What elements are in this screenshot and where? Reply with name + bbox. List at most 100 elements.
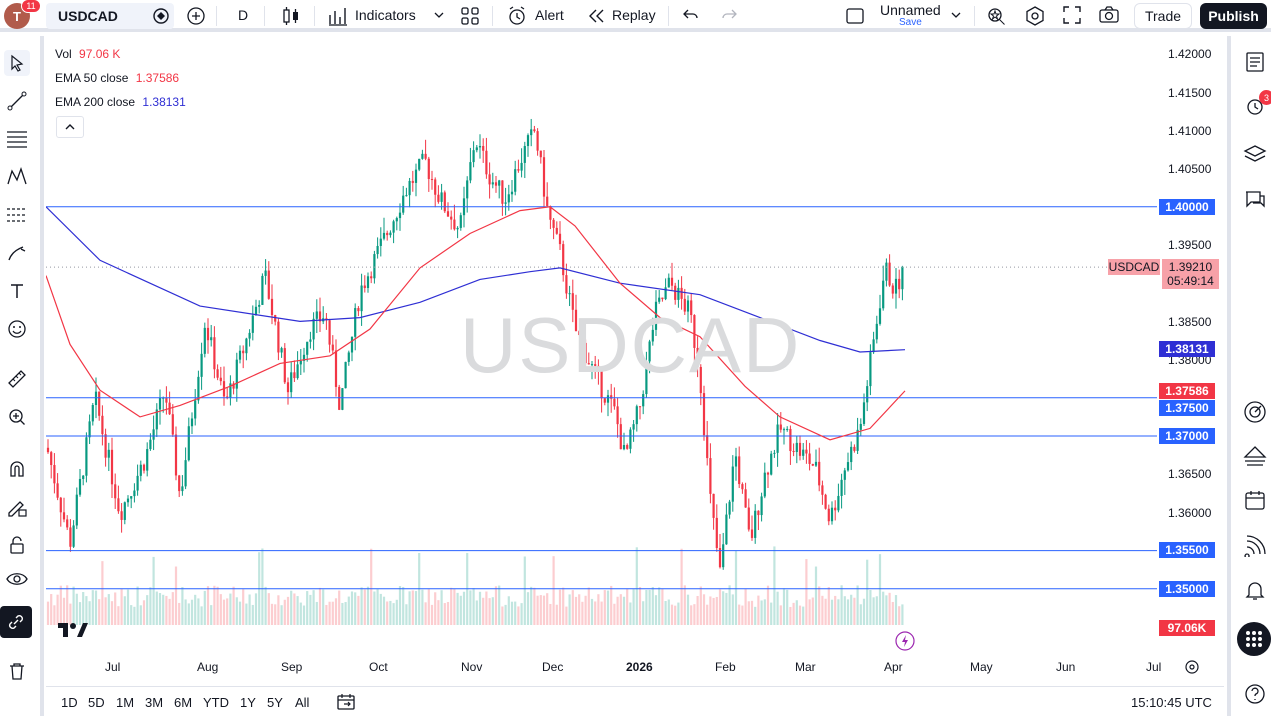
magnet-icon[interactable] bbox=[4, 456, 30, 482]
broadcast-icon[interactable] bbox=[1241, 532, 1269, 560]
brush-icon[interactable] bbox=[4, 240, 30, 266]
level-tag-1-37500[interactable]: 1.37500 bbox=[1159, 400, 1215, 416]
volume-bar bbox=[510, 601, 514, 625]
candles-chart-type-icon[interactable] bbox=[281, 5, 301, 30]
range-3m[interactable]: 3M bbox=[145, 695, 164, 710]
interval-button[interactable]: D bbox=[238, 7, 249, 23]
settings-hexagon-icon[interactable] bbox=[1024, 5, 1046, 30]
symbol-label: USDCAD bbox=[58, 8, 118, 24]
candle-body bbox=[616, 406, 619, 425]
apps-grid-button[interactable] bbox=[1237, 622, 1271, 656]
goto-date-icon[interactable] bbox=[336, 692, 356, 715]
layout-save-status[interactable]: Save bbox=[899, 17, 922, 28]
eye-icon[interactable] bbox=[4, 566, 30, 592]
candle-body bbox=[206, 327, 210, 341]
range-6m[interactable]: 6M bbox=[174, 695, 193, 710]
calendar-icon[interactable] bbox=[1241, 486, 1269, 514]
volume-bar bbox=[171, 592, 174, 625]
chat-icon[interactable] bbox=[1241, 186, 1269, 214]
layout-name[interactable]: Unnamed bbox=[880, 2, 941, 18]
lightning-event-icon[interactable] bbox=[894, 630, 916, 657]
ideas-icon[interactable] bbox=[1241, 442, 1269, 470]
link-icon[interactable] bbox=[0, 606, 32, 638]
bell-icon[interactable] bbox=[1241, 576, 1269, 604]
symbol-search-button[interactable]: USDCAD bbox=[46, 3, 174, 29]
candle-body bbox=[709, 458, 712, 494]
ema50-legend[interactable]: EMA 50 close 1.37586 bbox=[55, 71, 179, 85]
volume-bar bbox=[360, 587, 363, 625]
range-1y[interactable]: 1Y bbox=[240, 695, 256, 710]
volume-bar bbox=[619, 594, 622, 625]
volume-bar bbox=[139, 605, 142, 625]
range-5y[interactable]: 5Y bbox=[267, 695, 283, 710]
layers-icon[interactable] bbox=[1241, 140, 1269, 168]
indicators-icon[interactable] bbox=[327, 5, 349, 30]
volume-bar bbox=[555, 604, 558, 625]
chevron-down-icon[interactable] bbox=[433, 8, 445, 24]
trade-button[interactable]: Trade bbox=[1134, 3, 1192, 29]
trash-icon[interactable] bbox=[4, 658, 30, 684]
legend-collapse-button[interactable] bbox=[56, 116, 84, 138]
time-axis-settings-icon[interactable] bbox=[1184, 659, 1200, 680]
tradingview-logo[interactable] bbox=[56, 620, 90, 645]
emoji-icon[interactable] bbox=[4, 316, 30, 342]
volume-bar bbox=[549, 603, 552, 625]
cursor-icon[interactable] bbox=[4, 50, 30, 76]
level-tag-1-37000[interactable]: 1.37000 bbox=[1159, 428, 1215, 444]
layout-menu-chevron-icon[interactable] bbox=[950, 8, 962, 24]
zoom-in-icon[interactable] bbox=[4, 404, 30, 430]
indicators-button[interactable]: Indicators bbox=[355, 7, 416, 23]
publish-button[interactable]: Publish bbox=[1200, 3, 1267, 29]
utc-clock[interactable]: 15:10:45 UTC bbox=[1131, 695, 1212, 710]
pencil-lock-icon[interactable] bbox=[4, 494, 30, 520]
volume-legend[interactable]: Vol 97.06 K bbox=[55, 47, 120, 61]
volume-bar bbox=[392, 603, 395, 625]
range-ytd[interactable]: YTD bbox=[203, 695, 229, 710]
price-chart-svg[interactable] bbox=[46, 38, 1224, 678]
text-tool-icon[interactable] bbox=[4, 278, 30, 304]
lock-icon[interactable] bbox=[4, 532, 30, 558]
range-all[interactable]: All bbox=[295, 695, 310, 710]
candle-body bbox=[805, 449, 808, 454]
level-tag-1-35500[interactable]: 1.35500 bbox=[1159, 542, 1215, 558]
fullscreen-icon[interactable] bbox=[1062, 5, 1082, 28]
target-icon[interactable] bbox=[1241, 398, 1269, 426]
level-tag-1-40000[interactable]: 1.40000 bbox=[1159, 199, 1215, 215]
range-1d[interactable]: 1D bbox=[61, 695, 78, 710]
trend-line-icon[interactable] bbox=[4, 88, 30, 114]
forecasting-icon[interactable] bbox=[4, 202, 30, 228]
quick-search-icon[interactable] bbox=[985, 5, 1007, 30]
volume-bar bbox=[229, 593, 232, 625]
layout-square-icon[interactable] bbox=[845, 6, 865, 29]
ruler-icon[interactable] bbox=[4, 366, 30, 392]
range-1m[interactable]: 1M bbox=[116, 695, 135, 710]
symbol-markets-icon[interactable] bbox=[152, 7, 170, 28]
alerts-clock-icon[interactable] bbox=[1241, 92, 1269, 120]
fib-retracement-icon[interactable] bbox=[4, 126, 30, 152]
ema200-legend[interactable]: EMA 200 close 1.38131 bbox=[55, 95, 186, 109]
alert-button[interactable]: Alert bbox=[535, 7, 564, 23]
replay-button[interactable]: Replay bbox=[612, 7, 656, 23]
templates-grid-icon[interactable] bbox=[460, 6, 480, 29]
candle-body bbox=[126, 498, 130, 503]
level-tag-1-35000[interactable]: 1.35000 bbox=[1159, 581, 1215, 597]
candle-body bbox=[808, 453, 811, 464]
compare-plus-icon[interactable] bbox=[186, 6, 206, 29]
candle-body bbox=[139, 464, 142, 476]
volume-bar bbox=[862, 598, 866, 625]
watchlist-icon[interactable] bbox=[1241, 48, 1269, 76]
price-tick: 1.42000 bbox=[1168, 47, 1212, 61]
replay-icon[interactable] bbox=[587, 7, 607, 28]
camera-snapshot-icon[interactable] bbox=[1098, 5, 1120, 28]
candle-body bbox=[469, 162, 472, 181]
chart-pane[interactable] bbox=[46, 38, 1224, 678]
help-icon[interactable] bbox=[1241, 680, 1269, 708]
undo-icon[interactable] bbox=[682, 7, 700, 26]
candle-body bbox=[158, 397, 162, 410]
volume-bar bbox=[210, 605, 213, 625]
pattern-icon[interactable] bbox=[4, 164, 30, 190]
redo-icon[interactable] bbox=[720, 7, 738, 26]
volume-bar bbox=[126, 589, 130, 625]
range-5d[interactable]: 5D bbox=[88, 695, 105, 710]
alarm-clock-icon[interactable] bbox=[506, 5, 528, 30]
